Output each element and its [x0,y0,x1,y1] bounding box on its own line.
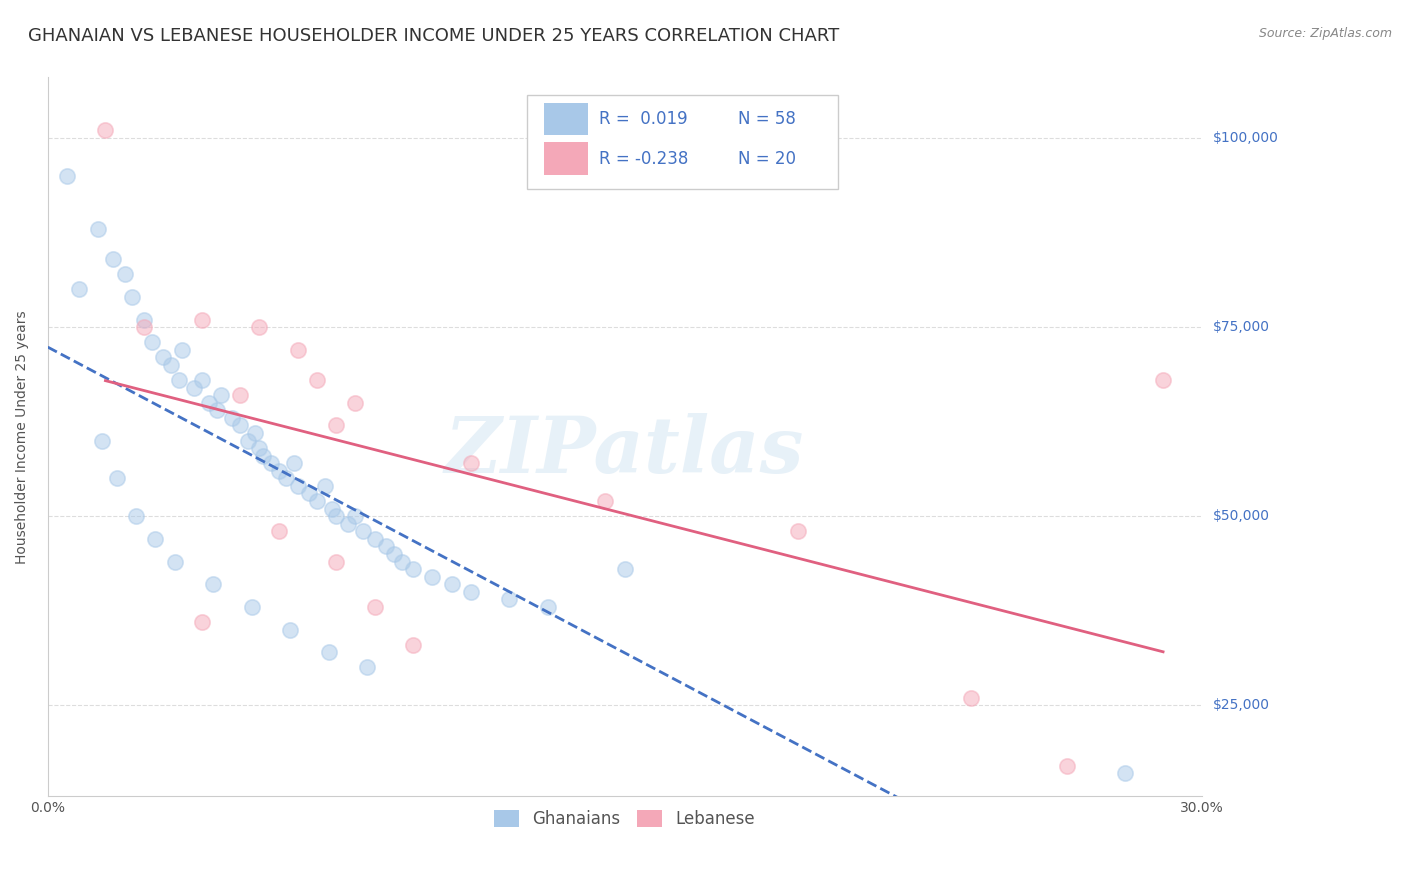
Point [87,221,110,235]
Bar [544,143,588,175]
Point [305,373,328,387]
Text: GHANAIAN VS LEBANESE HOUSEHOLDER INCOME UNDER 25 YEARS CORRELATION CHART: GHANAIAN VS LEBANESE HOUSEHOLDER INCOME … [28,27,839,45]
Point [245,425,267,440]
Point [287,479,309,493]
Point [1114,766,1136,780]
Point [247,320,270,334]
Point [278,623,301,637]
Point [163,555,186,569]
Point [325,555,347,569]
Point [229,418,252,433]
Point [252,449,274,463]
Text: $25,000: $25,000 [1212,698,1270,713]
Point [229,388,252,402]
Point [121,290,143,304]
Point [267,524,290,539]
Point [247,441,270,455]
Point [460,584,482,599]
Point [90,434,112,448]
Point [613,562,636,576]
Point [1152,373,1174,387]
Point [391,555,413,569]
Point [321,501,343,516]
Text: $100,000: $100,000 [1212,131,1278,145]
Point [382,547,405,561]
Point [132,312,155,326]
Point [190,312,212,326]
Text: $50,000: $50,000 [1212,509,1270,524]
Point [202,577,225,591]
Point [305,494,328,508]
Point [402,638,425,652]
Point [325,509,347,524]
Point [287,343,309,357]
Text: R = -0.238: R = -0.238 [599,150,689,168]
Point [1056,759,1078,773]
Point [336,516,359,531]
Point [537,599,560,614]
Text: $75,000: $75,000 [1212,320,1270,334]
Point [240,599,263,614]
Point [209,388,232,402]
Point [101,252,124,266]
Point [183,381,205,395]
Point [190,615,212,629]
FancyBboxPatch shape [527,95,838,189]
Point [152,351,174,365]
Point [318,645,340,659]
Point [402,562,425,576]
Point [314,479,336,493]
Point [190,373,212,387]
Text: N = 20: N = 20 [738,150,796,168]
Point [105,471,128,485]
Point [440,577,463,591]
Point [325,418,347,433]
Point [420,570,443,584]
Text: N = 58: N = 58 [738,110,796,128]
Point [363,599,385,614]
Point [959,690,981,705]
Point [145,532,167,546]
Point [283,456,305,470]
Point [221,410,243,425]
Point [786,524,808,539]
Point [172,343,194,357]
Point [198,395,221,409]
Point [132,320,155,334]
Point [56,169,79,183]
Point [460,456,482,470]
Y-axis label: Householder Income Under 25 years: Householder Income Under 25 years [15,310,30,564]
Point [125,509,148,524]
Point [94,123,117,137]
Point [344,395,367,409]
Text: Source: ZipAtlas.com: Source: ZipAtlas.com [1258,27,1392,40]
Point [363,532,385,546]
Point [159,358,181,372]
Point [167,373,190,387]
Point [141,335,163,350]
Point [356,660,378,674]
Point [498,592,520,607]
Point [260,456,283,470]
Text: ZIPatlas: ZIPatlas [444,413,804,490]
Point [205,403,228,417]
Point [375,540,398,554]
Point [344,509,367,524]
Bar [544,103,588,136]
Point [352,524,374,539]
Text: R =  0.019: R = 0.019 [599,110,688,128]
Point [114,267,136,281]
Point [67,282,90,296]
Point [298,486,321,500]
Point [236,434,259,448]
Point [267,464,290,478]
Legend: Ghanaians, Lebanese: Ghanaians, Lebanese [488,803,762,835]
Point [595,494,617,508]
Point [276,471,298,485]
